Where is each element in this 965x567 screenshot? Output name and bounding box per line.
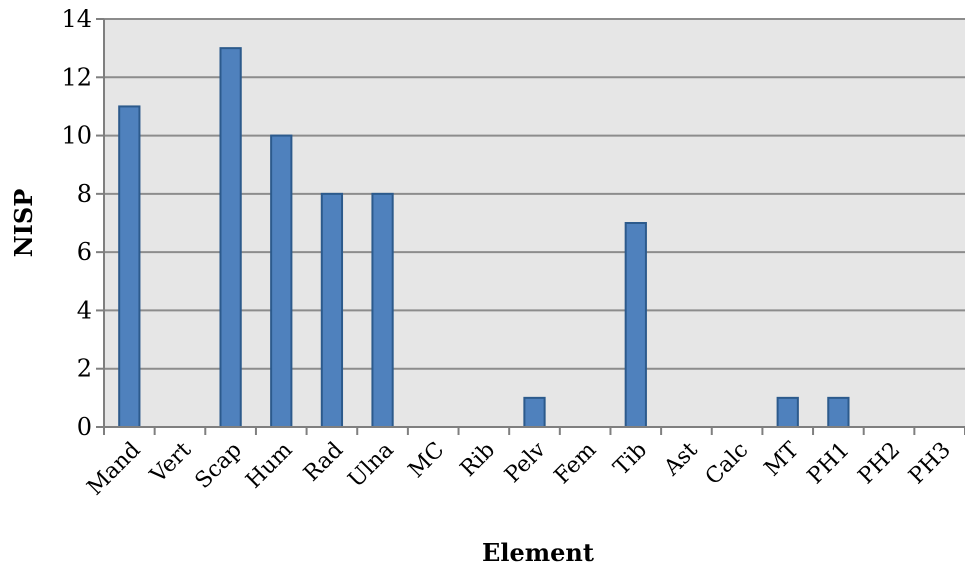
y-tick-label: 14: [61, 5, 92, 33]
y-tick-label: 2: [77, 355, 92, 383]
y-tick-label: 6: [77, 238, 92, 266]
x-tick-label: Vert: [145, 437, 196, 488]
x-tick-label: Hum: [241, 437, 297, 493]
x-tick-label: Calc: [701, 438, 754, 491]
y-tick-labels: 0 2 4 6 8 10 12 14: [61, 5, 92, 441]
x-tick-label: Rib: [456, 438, 500, 482]
x-tick-label: MC: [404, 438, 450, 484]
bar-rad: [320, 192, 344, 428]
plot-area: [104, 19, 965, 427]
bars: [118, 47, 850, 429]
gridlines: [104, 18, 965, 370]
bar-tib: [624, 222, 647, 428]
x-tick-label: Fem: [550, 437, 602, 489]
bar-hum: [270, 134, 293, 428]
bar-mand: [118, 105, 141, 429]
x-tick-label: Ast: [659, 437, 703, 481]
y-tick-label: 0: [77, 413, 92, 441]
bar-ph1: [827, 396, 850, 429]
x-axis-title: Element: [482, 538, 594, 567]
axes: [96, 18, 965, 435]
x-tick-label: Pelv: [500, 437, 551, 488]
x-tick-label: Rad: [299, 438, 348, 487]
x-tick-label: PH2: [854, 438, 906, 490]
y-tick-label: 10: [61, 122, 92, 150]
x-tick-label: Mand: [83, 438, 146, 501]
x-tick-label: Ulna: [344, 438, 399, 493]
x-tick-label: Scap: [191, 438, 247, 494]
y-tick-label: 12: [61, 63, 92, 91]
y-tick-label: 4: [77, 296, 92, 324]
y-axis-title: NISP: [9, 189, 38, 258]
y-tick-label: 8: [77, 180, 92, 208]
x-tick-label: PH1: [803, 438, 855, 490]
bar-scap: [219, 47, 242, 429]
bar-pelv: [523, 396, 546, 429]
x-tick-label: Tib: [609, 438, 652, 481]
x-tick-label: MT: [760, 437, 804, 481]
x-tick-label: PH3: [904, 438, 956, 490]
bar-mt: [776, 396, 799, 429]
bar-ulna: [371, 192, 394, 428]
